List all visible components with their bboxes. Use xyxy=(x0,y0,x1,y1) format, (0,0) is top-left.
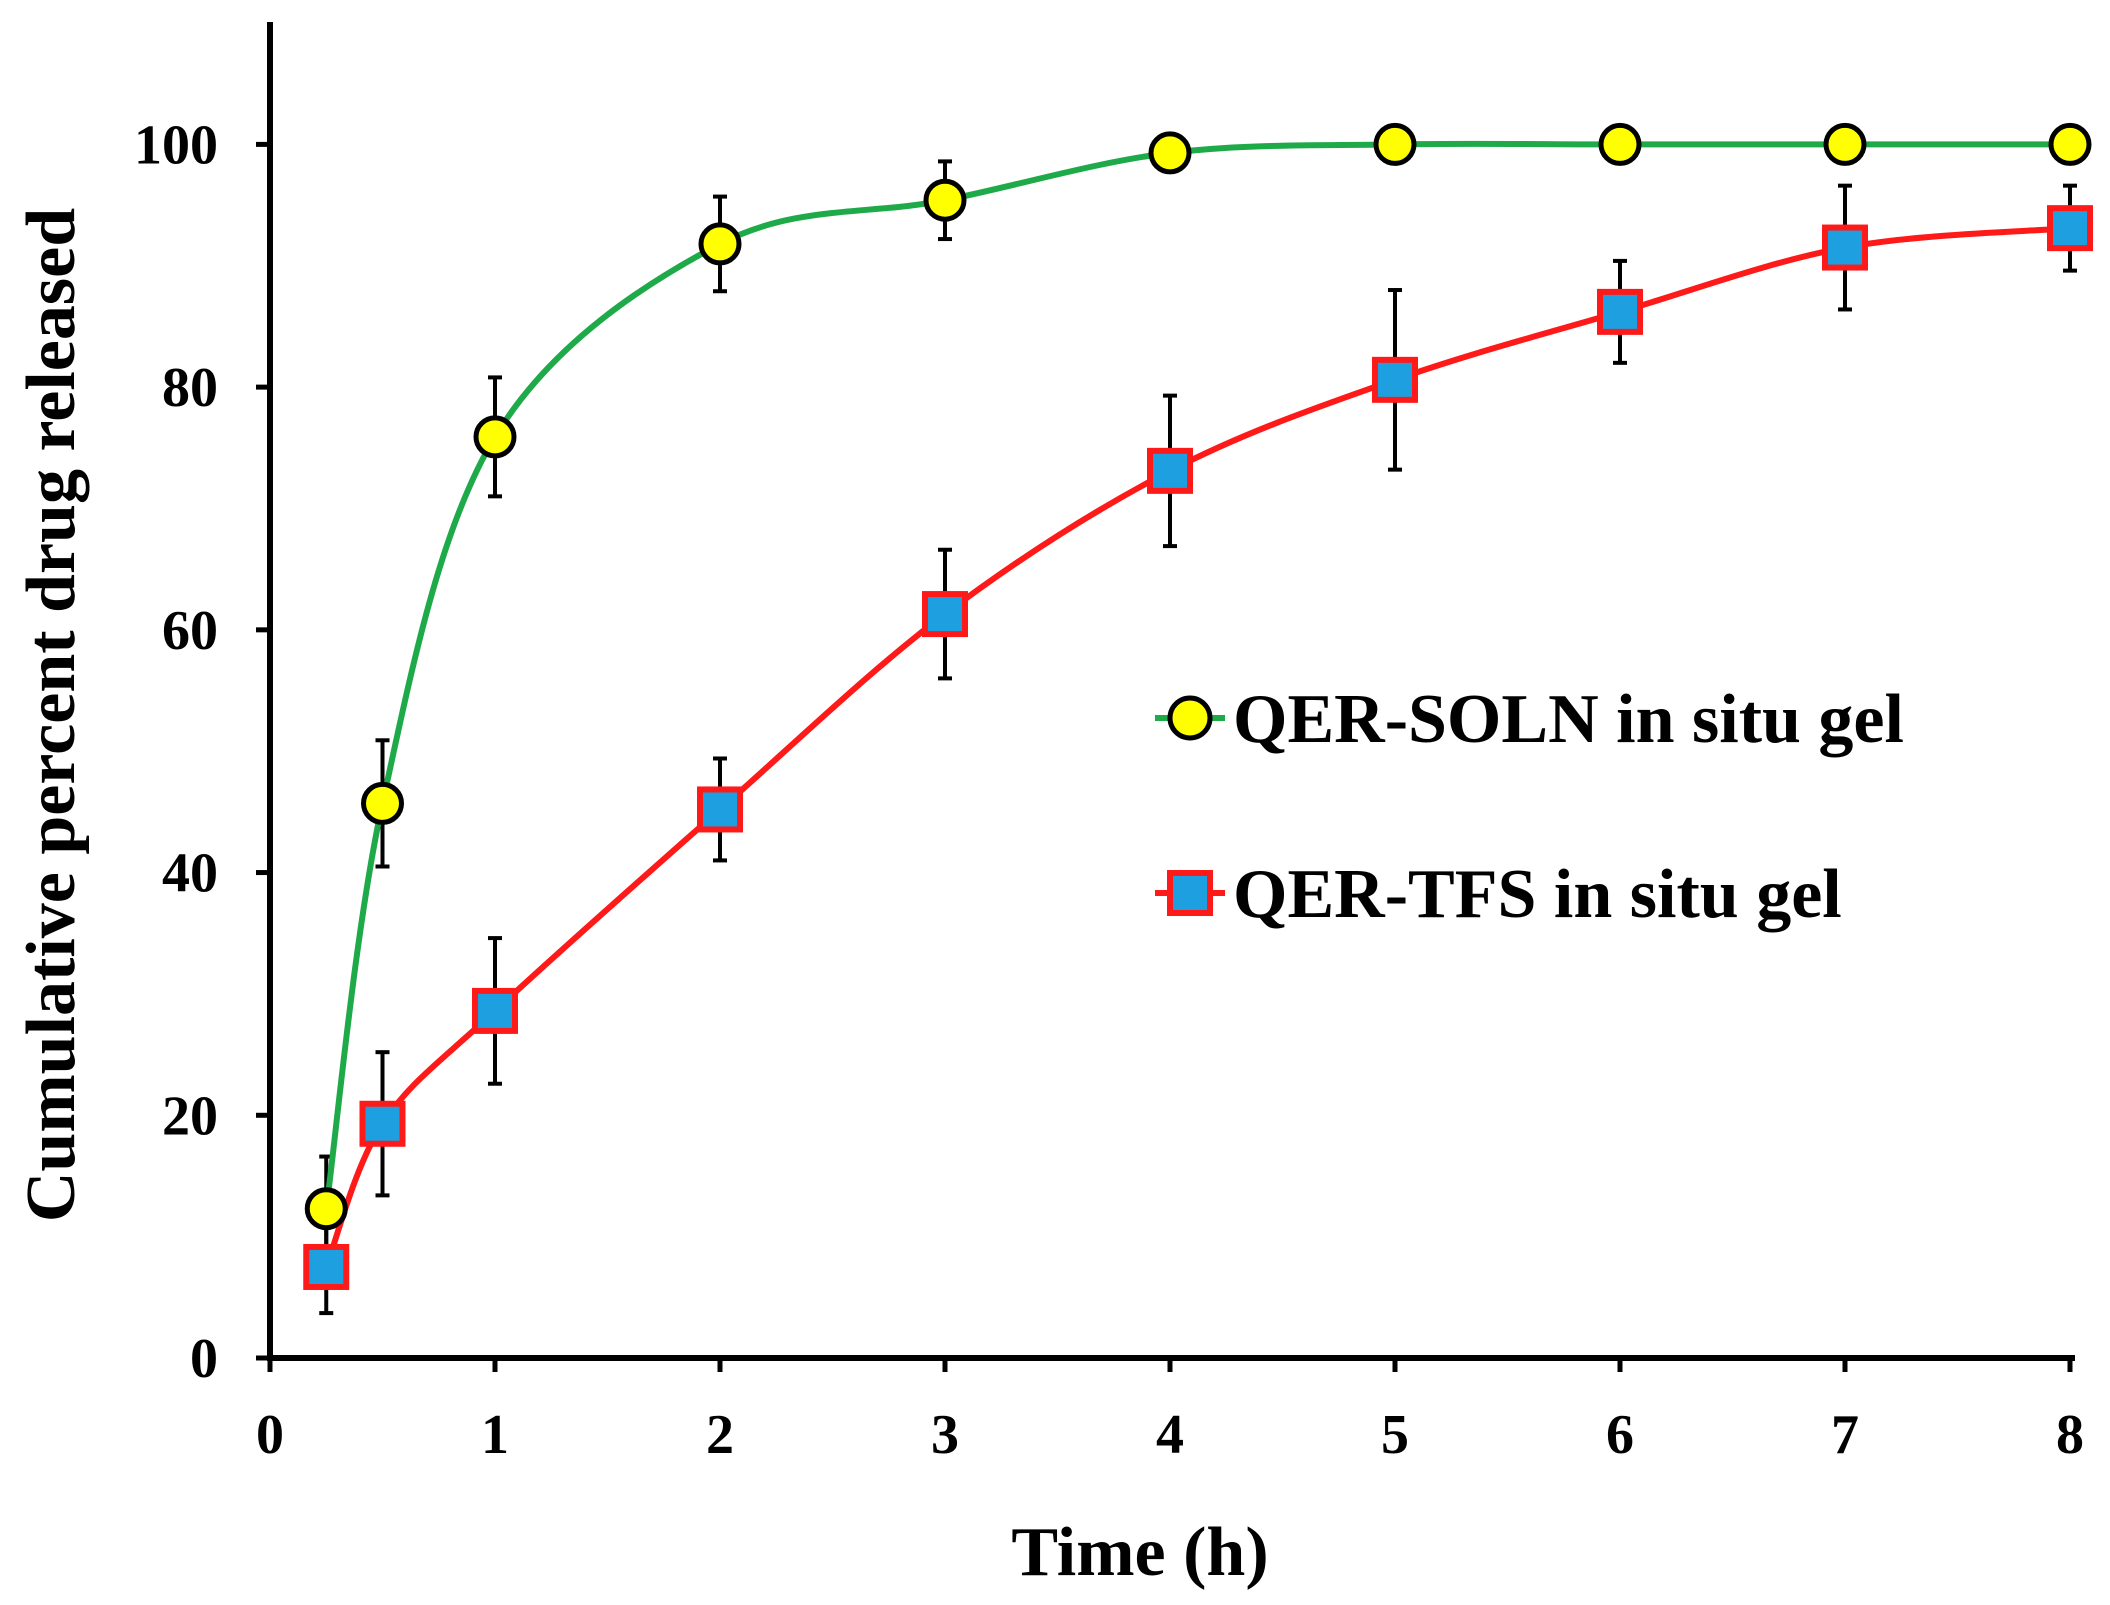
legend-marker-soln xyxy=(1167,695,1213,741)
y-tick-label-100: 100 xyxy=(134,114,218,176)
x-tick-label-7: 7 xyxy=(1831,1404,1859,1466)
point-soln-9 xyxy=(2048,122,2092,166)
legend: QER-SOLN in situ gel QER-TFS in situ gel xyxy=(1155,681,1904,933)
legend-label-soln: QER-SOLN in situ gel xyxy=(1233,681,1904,758)
legend-item-soln: QER-SOLN in situ gel xyxy=(1155,681,1904,758)
legend-label-tfs: QER-TFS in situ gel xyxy=(1233,856,1842,933)
y-tick-label-20: 20 xyxy=(162,1085,218,1147)
point-tfs-2 xyxy=(472,987,518,1034)
series-line-soln xyxy=(323,140,2070,1210)
point-tfs-5 xyxy=(1147,447,1193,494)
y-tick-label-0: 0 xyxy=(190,1328,218,1390)
point-tfs-6 xyxy=(1372,356,1418,403)
point-soln-5 xyxy=(1148,131,1192,175)
point-tfs-9 xyxy=(2047,205,2093,252)
x-tick-label-3: 3 xyxy=(931,1404,959,1466)
point-soln-1 xyxy=(361,781,404,825)
x-tick-label-4: 4 xyxy=(1156,1404,1184,1466)
point-soln-7 xyxy=(1598,122,1642,166)
y-tick-label-40: 40 xyxy=(162,843,218,905)
x-tick-label-8: 8 xyxy=(2056,1404,2084,1466)
markers-layer xyxy=(303,122,2093,1290)
point-soln-3 xyxy=(698,222,742,266)
y-tick-label-80: 80 xyxy=(162,357,218,419)
point-tfs-3 xyxy=(697,786,743,833)
x-tick-label-2: 2 xyxy=(706,1404,734,1466)
point-soln-2 xyxy=(473,415,517,459)
point-soln-6 xyxy=(1373,122,1417,166)
x-tick-label-0: 0 xyxy=(256,1404,284,1466)
series-lines-layer xyxy=(323,140,2071,1269)
y-axis-title: Cumulative percent drug released xyxy=(13,208,90,1222)
x-axis-title: Time (h) xyxy=(1011,1514,1268,1591)
x-tick-label-5: 5 xyxy=(1381,1404,1409,1466)
series-line-tfs xyxy=(323,225,2071,1269)
point-soln-4 xyxy=(923,178,967,222)
point-soln-8 xyxy=(1823,122,1867,166)
legend-item-tfs: QER-TFS in situ gel xyxy=(1155,856,1842,933)
point-tfs-7 xyxy=(1597,288,1643,335)
legend-marker-tfs xyxy=(1167,870,1213,916)
x-tick-label-6: 6 xyxy=(1606,1404,1634,1466)
point-soln-0 xyxy=(304,1187,348,1231)
point-tfs-8 xyxy=(1822,224,1868,271)
point-tfs-0 xyxy=(303,1243,350,1290)
x-tick-label-1: 1 xyxy=(481,1404,509,1466)
y-tick-label-60: 60 xyxy=(162,600,218,662)
point-tfs-1 xyxy=(359,1100,406,1147)
point-tfs-4 xyxy=(922,591,968,638)
